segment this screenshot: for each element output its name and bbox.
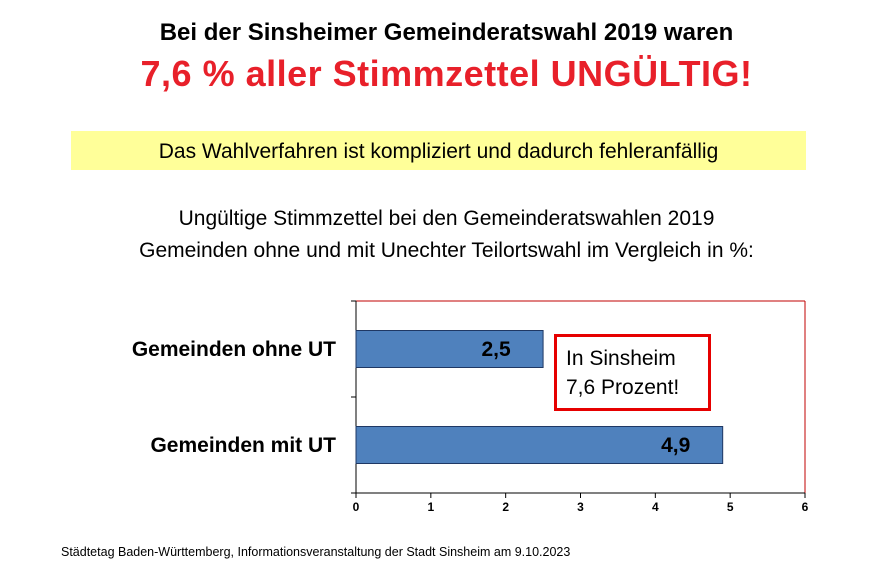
x-tick-label: 2 bbox=[502, 500, 509, 514]
chart-subtitle-line-1: Ungültige Stimmzettel bei den Gemeindera… bbox=[178, 207, 715, 230]
x-tick-label: 0 bbox=[353, 500, 360, 514]
chart-subtitle-line-2: Gemeinden ohne und mit Unechter Teilorts… bbox=[139, 239, 754, 262]
x-tick-label: 3 bbox=[577, 500, 584, 514]
bar-value-label: 2,5 bbox=[481, 338, 511, 361]
bar-value-label: 4,9 bbox=[661, 434, 690, 457]
callout-line-1: In Sinsheim bbox=[566, 347, 676, 370]
sinsheim-callout: In Sinsheim 7,6 Prozent! bbox=[554, 334, 711, 411]
category-label: Gemeinden mit UT bbox=[150, 434, 336, 457]
callout-line-2: 7,6 Prozent! bbox=[566, 376, 680, 399]
yellow-banner: Das Wahlverfahren ist kompliziert und da… bbox=[71, 131, 806, 170]
x-tick-label: 4 bbox=[652, 500, 659, 514]
bar bbox=[355, 330, 544, 368]
x-tick-label: 6 bbox=[802, 500, 809, 514]
source-footnote: Städtetag Baden-Württemberg, Information… bbox=[61, 545, 571, 559]
category-label: Gemeinden ohne UT bbox=[132, 338, 336, 361]
banner-text: Das Wahlverfahren ist kompliziert und da… bbox=[158, 140, 719, 163]
headline-red: 7,6 % aller Stimmzettel UNGÜLTIG! bbox=[140, 53, 753, 94]
bar bbox=[355, 426, 724, 464]
x-tick-label: 5 bbox=[727, 500, 734, 514]
x-tick-label: 1 bbox=[427, 500, 434, 514]
headline: Bei der Sinsheimer Gemeinderatswahl 2019… bbox=[159, 19, 734, 46]
